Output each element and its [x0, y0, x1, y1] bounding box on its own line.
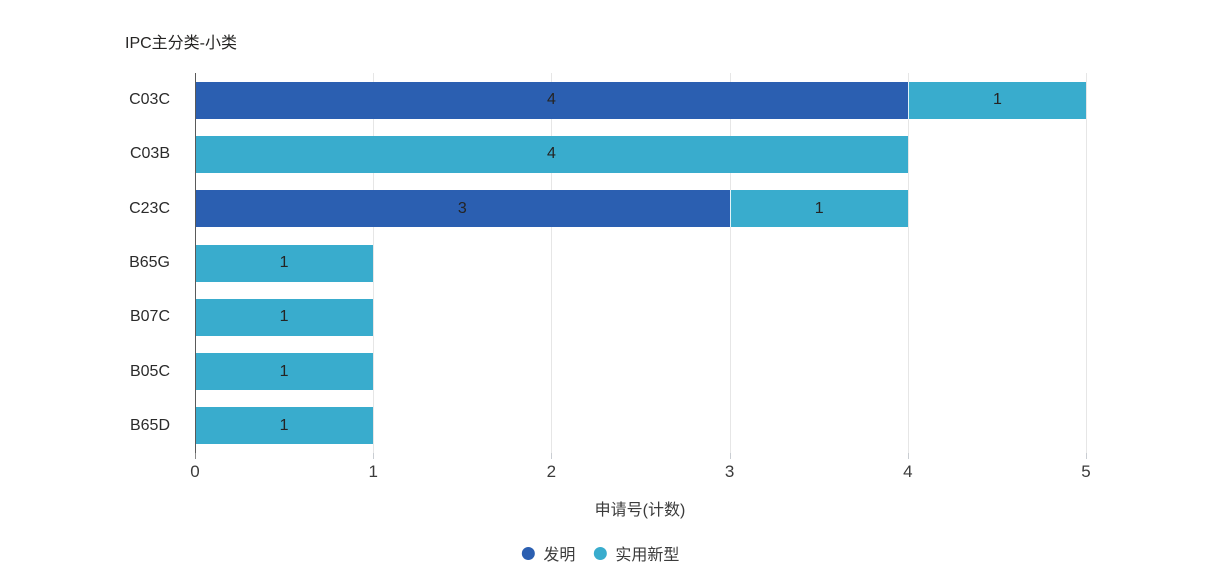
category-label-b65g: B65G: [129, 254, 170, 271]
legend-swatch-icon: [521, 546, 535, 560]
bar-segment-series2-c23c[interactable]: 1: [729, 190, 908, 228]
bar-row-b65d: 1: [195, 407, 1086, 445]
bar-segment-series2-c03b[interactable]: 4: [195, 135, 908, 173]
x-tick-mark: [729, 453, 731, 459]
bar-segment-series2-b05c[interactable]: 1: [195, 353, 374, 391]
y-axis-line: [195, 73, 196, 455]
data-label: 1: [279, 254, 289, 271]
x-tick-label-2: 2: [546, 462, 557, 481]
gridline: [373, 73, 375, 453]
x-tick-mark: [373, 453, 375, 459]
x-tick-label-3: 3: [724, 462, 735, 481]
x-tick-mark: [195, 453, 196, 459]
category-label-c23c: C23C: [129, 199, 170, 217]
bar-segment-series1-c23c[interactable]: 3: [195, 190, 730, 228]
data-label: 4: [546, 91, 556, 109]
data-label: 1: [279, 416, 289, 434]
category-label-c03b: C03B: [129, 145, 170, 163]
x-tick-mark: [551, 453, 553, 459]
x-tick-label-1: 1: [368, 462, 378, 481]
category-label-b07c: B07C: [129, 308, 170, 326]
category-label-c03c: C03C: [129, 91, 170, 109]
bar-row-b05c: 1: [195, 353, 1086, 391]
x-tick-label-5: 5: [1081, 462, 1091, 481]
x-tick-mark: [907, 453, 909, 459]
bar-row-b65g: 1: [195, 244, 1086, 282]
x-tick-label-0: 0: [190, 462, 200, 481]
x-tick-mark: [1086, 453, 1087, 459]
legend-item-series1[interactable]: 发明: [521, 541, 575, 565]
gridline: [729, 73, 731, 453]
bar-segment-series2-c03c[interactable]: 1: [907, 81, 1086, 119]
x-axis-title: 申请号(计数): [594, 502, 686, 519]
gridline: [1086, 73, 1087, 453]
data-label: 1: [279, 362, 289, 380]
data-label: 1: [992, 91, 1002, 109]
gridline: [907, 73, 909, 453]
data-label: 1: [279, 308, 289, 326]
legend-item-series2[interactable]: 实用新型: [593, 541, 679, 565]
bar-segment-series1-c03c[interactable]: 4: [195, 81, 908, 119]
bar-segment-series2-b65g[interactable]: 1: [195, 244, 374, 282]
category-label-b05c: B05C: [129, 362, 170, 380]
data-label: 1: [814, 199, 824, 217]
bar-row-c03b: 4: [195, 135, 1086, 173]
bar-segment-series2-b07c[interactable]: 1: [195, 298, 374, 336]
legend-swatch-icon: [593, 546, 607, 560]
data-label: 4: [546, 145, 556, 163]
chart-title: IPC主分类-小类: [125, 35, 238, 52]
gridline: [551, 73, 553, 453]
x-tick-label-4: 4: [903, 462, 913, 481]
legend-label: 发明: [543, 547, 576, 564]
legend-label: 实用新型: [615, 547, 680, 564]
bar-segment-series2-b65d[interactable]: 1: [195, 407, 374, 445]
bar-row-b07c: 1: [195, 298, 1086, 336]
legend: 发明 实用新型: [521, 541, 679, 565]
data-label: 3: [457, 199, 467, 217]
category-label-b65d: B65D: [129, 416, 170, 434]
